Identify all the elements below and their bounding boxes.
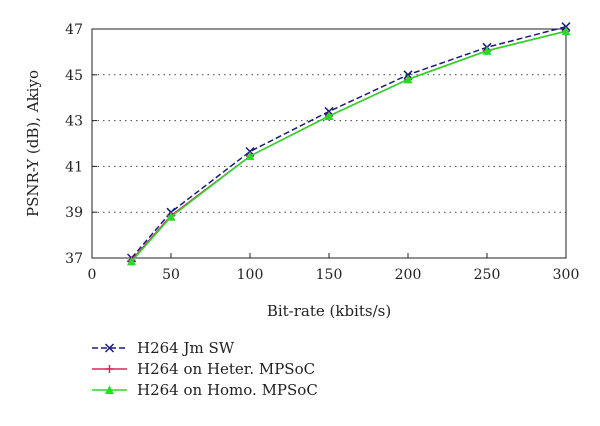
series-3 [127,26,571,266]
series-2 [127,27,570,265]
grid-lines [92,74,566,213]
series-marker [324,111,334,121]
legend-label: H264 Jm SW [137,339,235,357]
y-tick-label: 43 [65,114,83,130]
x-tick-label: 50 [162,267,180,283]
series-marker [245,146,255,157]
y-tick-label: 47 [65,22,83,38]
series-marker [127,256,136,266]
y-axis-ticks: 37 39 41 43 45 47 [65,22,97,267]
series-marker [561,22,571,32]
y-tick-label: 45 [65,68,83,84]
series-layer [126,22,571,266]
legend-label: H264 on Heter. MPSoC [137,360,315,378]
series-line [130,30,567,261]
y-tick-label: 39 [65,205,83,221]
legend-entry: H264 Jm SW [92,339,235,357]
y-axis-label: PSNR-Y (dB), Akiyo [24,70,42,217]
series-line [130,25,567,259]
series-marker [403,70,413,80]
x-tick-label: 300 [553,267,580,283]
x-axis-label: Bit-rate (kbits/s) [267,302,391,320]
y-tick-label: 37 [65,251,83,267]
series-marker [105,385,114,394]
series-line [130,30,567,262]
x-tick-label: 200 [395,267,422,283]
x-tick-label: 150 [316,267,343,283]
legend-label: H264 on Homo. MPSoC [137,381,318,399]
series-marker [245,151,255,161]
x-tick-label: 250 [474,267,501,283]
legend-entry: H264 on Homo. MPSoC [92,381,318,399]
series-marker [324,106,334,116]
y-tick-label: 41 [65,159,83,175]
series-marker [104,343,115,353]
series-1 [126,22,571,263]
x-axis-ticks: 0 50 100 150 200 250 300 [88,253,580,283]
x-tick-label: 0 [88,267,97,283]
series-marker [166,212,176,221]
series-marker [403,74,413,84]
series-marker [482,46,492,55]
legend: H264 Jm SW H264 on Heter. MPSoC H264 on Ho… [92,339,318,399]
legend-entry: H264 on Heter. MPSoC [92,360,315,378]
series-marker [561,26,571,36]
x-tick-label: 100 [237,267,264,283]
